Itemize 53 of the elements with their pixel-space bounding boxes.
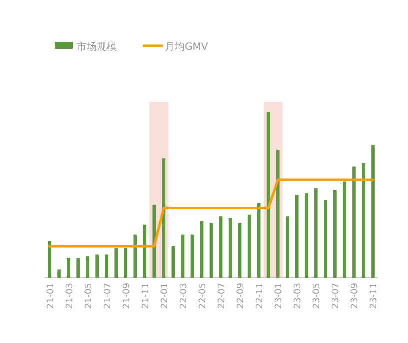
bar [238, 223, 242, 278]
x-tick-label: 22-05 [198, 283, 208, 310]
bar [67, 258, 70, 278]
bar [124, 248, 128, 278]
bar [76, 258, 80, 278]
bar [105, 254, 109, 278]
x-tick-label: 23-07 [332, 283, 342, 310]
bar [295, 195, 299, 278]
bar [219, 216, 223, 278]
bar [372, 145, 375, 278]
x-tick-label: 22-01 [160, 283, 170, 310]
bar [200, 222, 204, 278]
bar [48, 241, 52, 278]
bar [58, 270, 61, 278]
bar [343, 182, 346, 278]
bar [362, 163, 366, 278]
bar [181, 234, 185, 278]
bar [266, 112, 270, 278]
x-tick-label: 21-01 [46, 283, 56, 310]
bar [334, 190, 337, 278]
legend-label: 月均GMV [165, 41, 208, 53]
x-tick-label: 23-09 [350, 282, 361, 310]
bar [152, 204, 156, 278]
x-tick-label: 22-07 [218, 283, 228, 310]
x-tick-label: 22-09 [236, 282, 247, 310]
bar [352, 166, 356, 278]
bar [134, 234, 138, 278]
x-tick-label: 21-11 [141, 283, 152, 310]
x-tick-label: 21-03 [65, 283, 76, 310]
bar [324, 200, 328, 278]
x-tick-label: 23-01 [274, 283, 285, 310]
bar [114, 248, 118, 278]
bar [276, 150, 280, 278]
bar [143, 224, 147, 278]
bar [210, 223, 214, 278]
bar [86, 256, 90, 278]
bar [286, 216, 290, 278]
x-tick-label: 22-11 [256, 283, 266, 310]
x-tick-label: 21-05 [84, 283, 94, 310]
x-tick-label: 23-11 [370, 283, 380, 310]
bar [190, 234, 194, 278]
legend-label: 市场规模 [77, 41, 117, 53]
bar [96, 254, 99, 278]
bar [172, 246, 176, 278]
x-tick-label: 23-05 [312, 283, 323, 310]
bar [248, 214, 252, 278]
x-tick-label: 23-03 [294, 283, 304, 310]
bar [314, 188, 318, 278]
bar [228, 218, 232, 278]
x-tick-label: 22-03 [179, 283, 190, 310]
x-tick-label: 21-09 [122, 282, 132, 310]
x-tick-label: 21-07 [103, 283, 114, 310]
bar [304, 193, 308, 278]
